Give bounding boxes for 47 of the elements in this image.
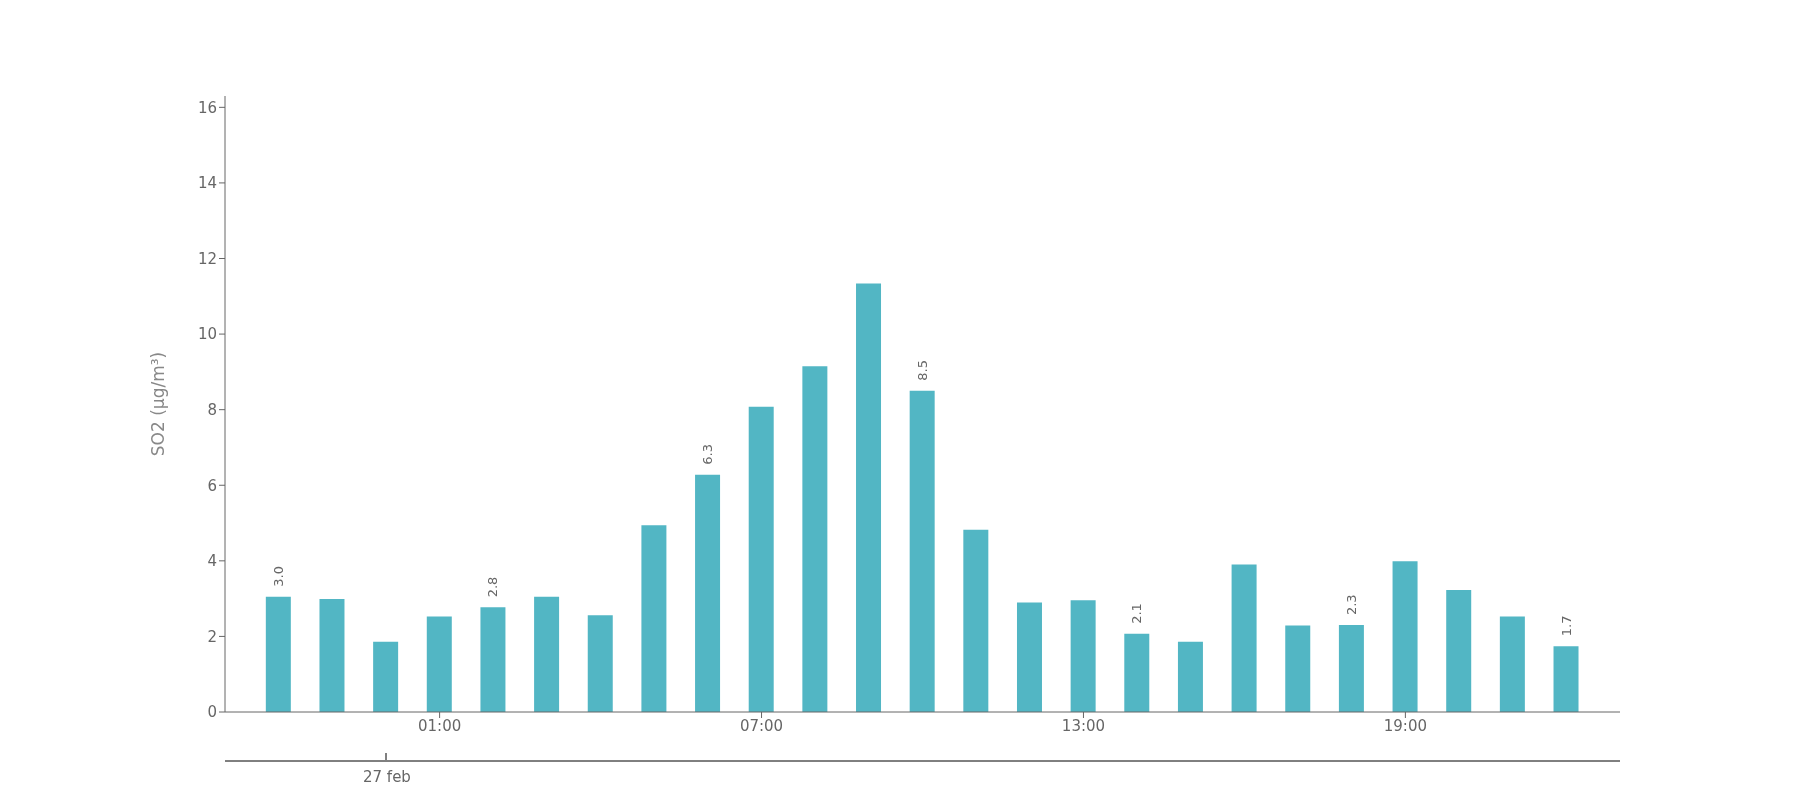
bar [856, 283, 882, 712]
x-tick-label: 13:00 [1061, 716, 1106, 735]
y-tick-label: 2 [207, 627, 217, 646]
bar [802, 366, 828, 712]
bar [1285, 625, 1311, 712]
data-label: 2.8 [485, 576, 501, 598]
bar [1016, 602, 1042, 712]
data-label: 2.1 [1129, 603, 1145, 624]
bar [1124, 633, 1150, 712]
y-tick-label: 6 [207, 476, 217, 495]
bar [1231, 564, 1257, 712]
y-tick-label: 10 [197, 325, 217, 344]
data-label: 6.3 [700, 443, 716, 465]
bar [748, 406, 774, 712]
bar [1177, 641, 1203, 712]
x-tick-label: 19:00 [1383, 716, 1427, 735]
bar [1499, 616, 1525, 712]
data-label: 3.0 [270, 566, 286, 587]
bar [1392, 561, 1418, 712]
y-tick-label: 0 [207, 703, 217, 722]
bar [963, 529, 989, 712]
bar [641, 525, 667, 712]
bar [534, 596, 560, 712]
data-label: 1.7 [1558, 615, 1574, 637]
text: 27 feb [363, 768, 411, 786]
y-tick-label: 4 [207, 552, 217, 571]
bar [587, 615, 613, 712]
bar [1338, 625, 1364, 712]
x-tick-label: 01:00 [418, 716, 462, 735]
bar [909, 390, 935, 712]
y-axis-title: SO2 (μg/m³) [148, 351, 169, 457]
bar [480, 607, 506, 712]
data-label: 8.5 [914, 360, 930, 381]
data-label: 2.3 [1343, 594, 1359, 616]
bar [1070, 600, 1096, 712]
bar [426, 616, 452, 712]
y-tick-label: 16 [197, 98, 217, 117]
x-tick-label: 07:00 [739, 716, 784, 735]
bar [1446, 589, 1472, 712]
y-tick-label: 14 [197, 174, 217, 193]
bar [1553, 646, 1579, 712]
bar [695, 474, 721, 712]
y-tick-label: 12 [197, 249, 217, 268]
bar [265, 596, 291, 712]
bar [319, 599, 345, 712]
y-tick-label: 8 [207, 400, 217, 419]
bar [373, 641, 399, 712]
